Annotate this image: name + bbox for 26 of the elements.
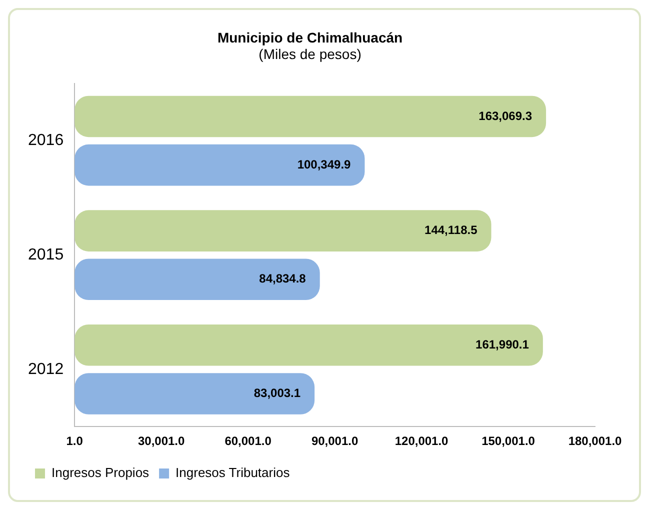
data-label: 163,069.3 bbox=[478, 108, 532, 123]
bar bbox=[74, 373, 315, 414]
legend-label: Ingresos Tributarios bbox=[176, 465, 290, 480]
x-tick-label: 180,001.0 bbox=[568, 434, 622, 448]
bar bbox=[74, 96, 546, 138]
x-tick-label: 60,001.0 bbox=[224, 434, 272, 448]
x-tick-label: 120,001.0 bbox=[394, 434, 449, 448]
chart-title: Municipio de Chimalhuacán bbox=[217, 29, 403, 46]
x-tick-label: 1.0 bbox=[66, 434, 84, 448]
y-tick-label: 2015 bbox=[28, 246, 64, 264]
bar bbox=[74, 210, 492, 252]
data-label: 144,118.5 bbox=[424, 223, 478, 238]
x-tick-label: 150,001.0 bbox=[482, 434, 536, 448]
data-label: 83,003.1 bbox=[254, 386, 301, 400]
bar bbox=[74, 258, 320, 300]
legend-label: Ingresos Propios bbox=[52, 465, 150, 480]
bar bbox=[74, 324, 543, 366]
bar bbox=[74, 144, 365, 186]
y-tick-label: 2016 bbox=[28, 132, 64, 150]
x-tick-label: 90,001.0 bbox=[311, 434, 358, 448]
x-tick-label: 30,001.0 bbox=[138, 434, 186, 448]
chart-subtitle: (Miles de pesos) bbox=[258, 46, 362, 62]
data-label: 100,349.9 bbox=[297, 157, 352, 172]
data-label: 161,990.1 bbox=[476, 337, 530, 352]
y-tick-label: 2012 bbox=[28, 360, 64, 378]
data-label: 84,834.8 bbox=[259, 272, 306, 286]
